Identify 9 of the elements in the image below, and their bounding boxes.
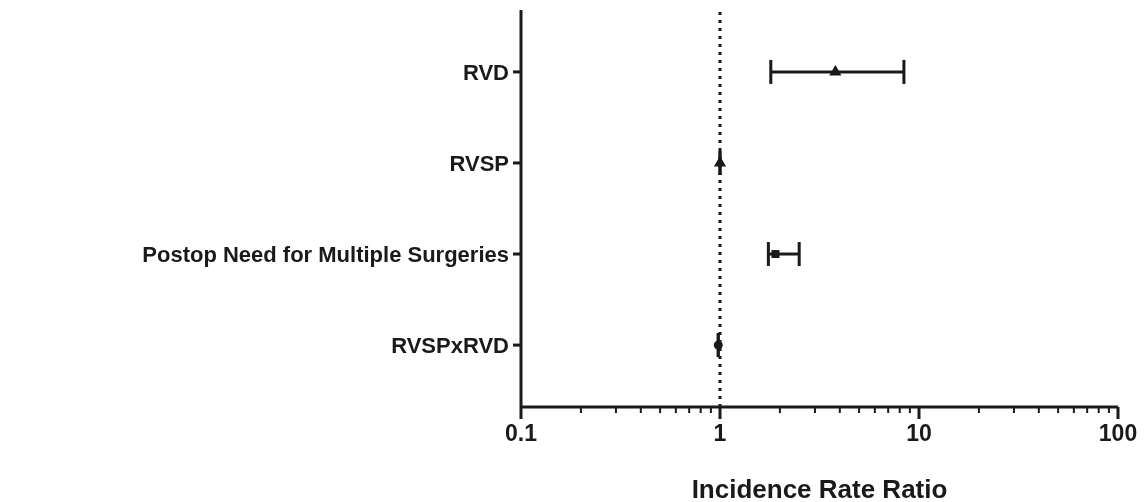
- y-tick-label: RVSP: [449, 150, 509, 176]
- y-tick-label: RVSPxRVD: [391, 333, 509, 359]
- x-tick-label: 1: [713, 420, 727, 446]
- x-tick-label: 100: [1098, 420, 1138, 446]
- y-tick-label: RVD: [462, 59, 509, 85]
- y-tick-label: Postop Need for Multiple Surgeries: [142, 242, 509, 268]
- x-axis-title: Incidence Rate Ratio: [691, 474, 948, 502]
- x-tick-label: 10: [906, 420, 932, 446]
- x-tick-label: 0.1: [505, 420, 538, 446]
